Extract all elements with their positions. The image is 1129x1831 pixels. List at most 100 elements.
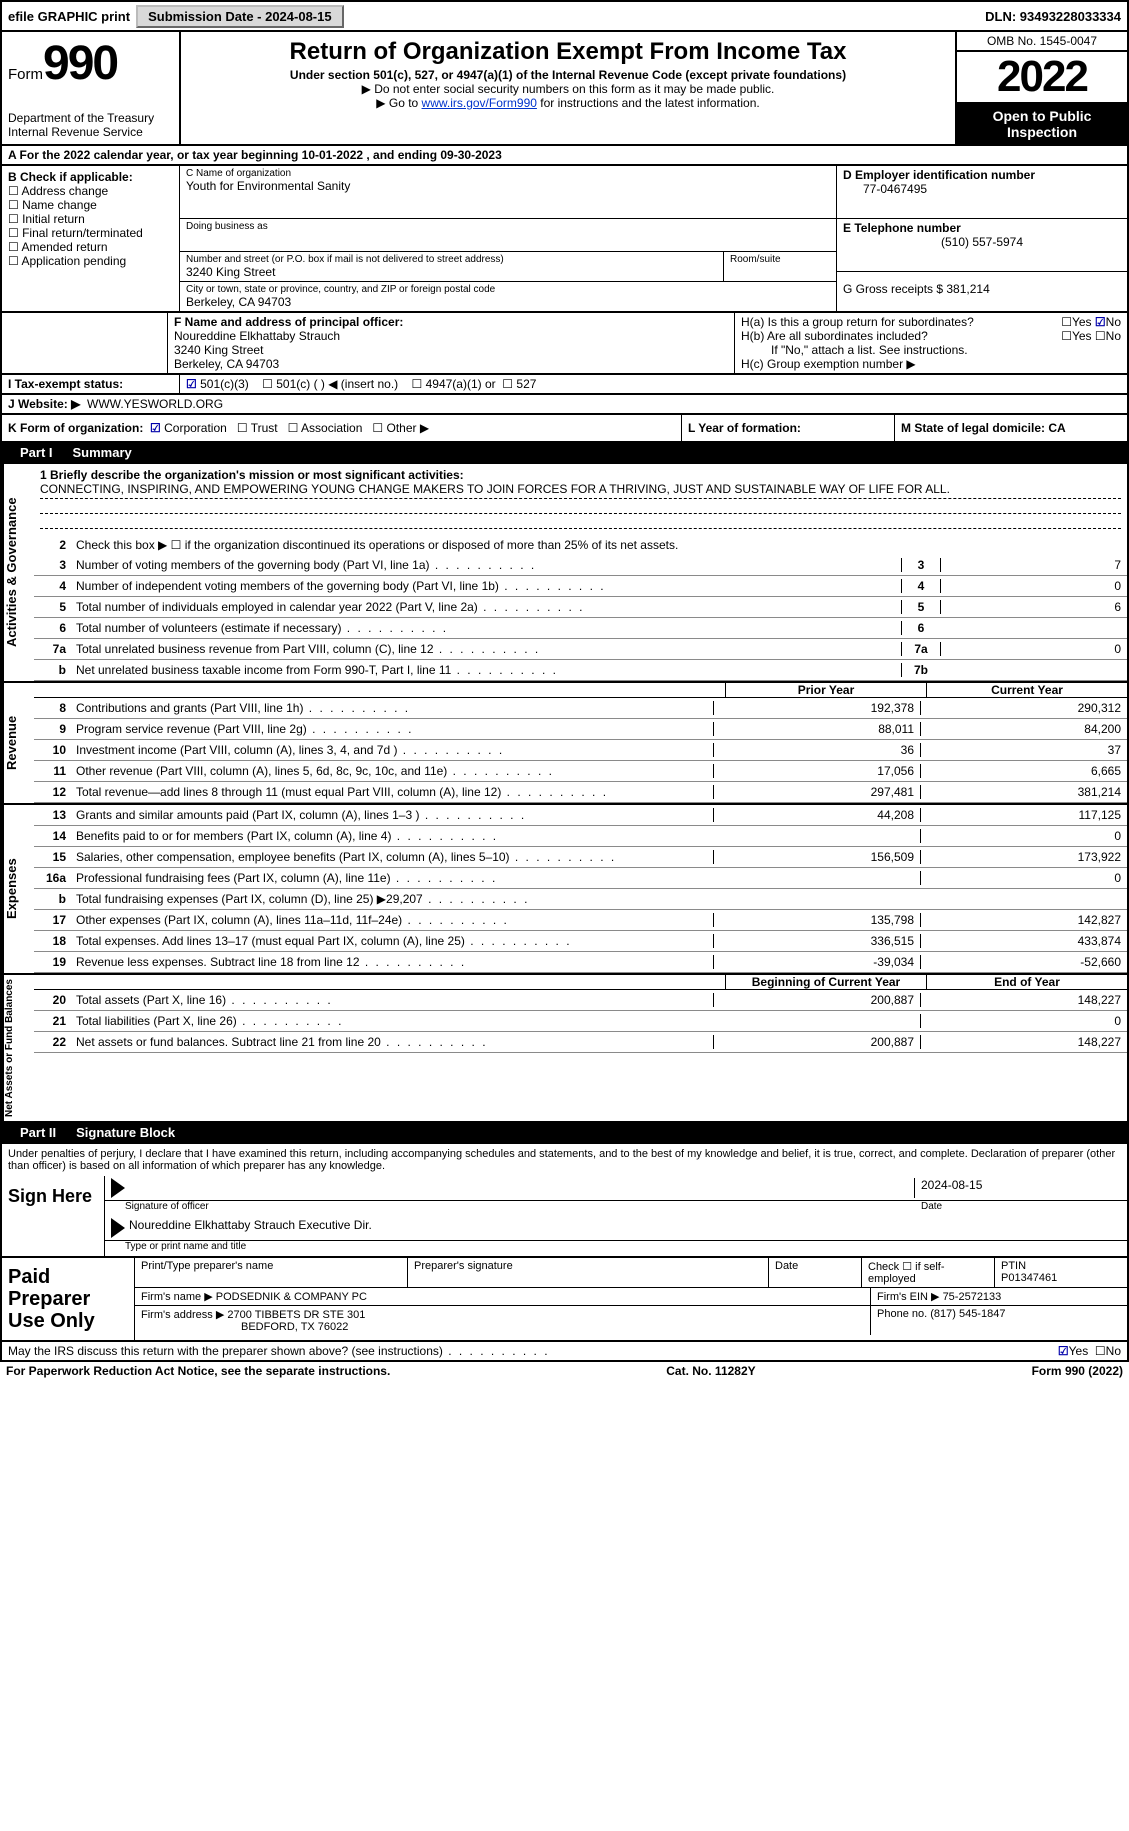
arrow-icon-2 (111, 1218, 125, 1238)
j-label: J Website: ▶ (8, 397, 80, 411)
netassets-block: Net Assets or Fund Balances Beginning of… (0, 975, 1129, 1123)
line2: Check this box ▶ ☐ if the organization d… (72, 537, 1127, 553)
col-b: B Check if applicable: Address change Na… (2, 166, 180, 311)
paid-label: Paid Preparer Use Only (2, 1258, 135, 1340)
discuss-row: May the IRS discuss this return with the… (0, 1342, 1129, 1362)
ein-label: D Employer identification number (843, 168, 1121, 182)
efile-label: efile GRAPHIC print (8, 9, 130, 24)
chk-final[interactable]: Final return/terminated (8, 226, 173, 240)
part2-header: Part IISignature Block (0, 1123, 1129, 1144)
addr-label: Number and street (or P.O. box if mail i… (186, 254, 717, 265)
omb-no: OMB No. 1545-0047 (957, 32, 1127, 52)
m-label: M State of legal domicile: CA (901, 421, 1066, 435)
paid-preparer: Paid Preparer Use Only Print/Type prepar… (0, 1258, 1129, 1342)
sig-name-lbl: Type or print name and title (105, 1241, 1127, 1256)
officer-row: F Name and address of principal officer:… (0, 313, 1129, 375)
officer-name: Noureddine Elkhattaby Strauch (174, 329, 728, 343)
dept-treasury: Department of the Treasury (8, 111, 173, 125)
chk-amended[interactable]: Amended return (8, 240, 173, 254)
tax-year: 2022 (957, 52, 1127, 104)
footer: For Paperwork Reduction Act Notice, see … (0, 1362, 1129, 1380)
website-url: WWW.YESWORLD.ORG (87, 397, 223, 411)
mission-text: CONNECTING, INSPIRING, AND EMPOWERING YO… (40, 482, 950, 496)
vtab-gov: Activities & Governance (2, 464, 34, 681)
firm-name: PODSEDNIK & COMPANY PC (216, 1291, 367, 1303)
firm-phone: (817) 545-1847 (930, 1308, 1005, 1320)
prep-h2: Preparer's signature (408, 1258, 769, 1287)
discuss-text: May the IRS discuss this return with the… (8, 1344, 550, 1358)
hc-label: H(c) Group exemption number ▶ (741, 357, 1121, 371)
chk-address[interactable]: Address change (8, 184, 173, 198)
b-title: B Check if applicable: (8, 170, 173, 184)
city-label: City or town, state or province, country… (186, 284, 830, 295)
form-subtitle: Under section 501(c), 527, or 4947(a)(1)… (187, 68, 949, 82)
city-state-zip: Berkeley, CA 94703 (186, 295, 830, 309)
sig-name: Noureddine Elkhattaby Strauch Executive … (129, 1218, 372, 1238)
form-note1: ▶ Do not enter social security numbers o… (187, 82, 949, 96)
top-bar: efile GRAPHIC print Submission Date - 20… (0, 0, 1129, 32)
expenses-block: Expenses 13Grants and similar amounts pa… (0, 805, 1129, 975)
prior-year-hdr: Prior Year (725, 683, 926, 697)
chk-initial[interactable]: Initial return (8, 212, 173, 226)
chk-name[interactable]: Name change (8, 198, 173, 212)
pra-notice: For Paperwork Reduction Act Notice, see … (6, 1364, 390, 1378)
officer-addr2: Berkeley, CA 94703 (174, 357, 728, 371)
activities-governance: Activities & Governance 1 Briefly descri… (0, 464, 1129, 683)
form-note2: ▶ Go to www.irs.gov/Form990 for instruct… (187, 96, 949, 110)
bcd-block: B Check if applicable: Address change Na… (0, 166, 1129, 313)
arrow-icon (111, 1178, 125, 1198)
vtab-na: Net Assets or Fund Balances (2, 975, 34, 1121)
form-word: Form (8, 66, 43, 83)
dln: DLN: 93493228033334 (985, 9, 1121, 24)
part1-header: Part IPart I SummarySummary (0, 443, 1129, 464)
hb-note: If "No," attach a list. See instructions… (741, 343, 1121, 357)
c-name-label: C Name of organization (186, 168, 830, 179)
k-row: K Form of organization: ☑ Corporation ☐ … (0, 415, 1129, 443)
cat-no: Cat. No. 11282Y (666, 1364, 755, 1378)
prep-h3: Date (769, 1258, 862, 1287)
form-title: Return of Organization Exempt From Incom… (187, 38, 949, 66)
l-label: L Year of formation: (688, 421, 801, 435)
beg-year-hdr: Beginning of Current Year (725, 975, 926, 989)
revenue-block: Revenue Prior YearCurrent Year 8Contribu… (0, 683, 1129, 805)
dba-label: Doing business as (186, 221, 830, 232)
sign-here: Sign Here (2, 1176, 105, 1256)
irs-link[interactable]: www.irs.gov/Form990 (422, 96, 537, 110)
sig-date-lbl: Date (921, 1201, 1121, 1212)
open-public: Open to Public Inspection (957, 104, 1127, 144)
street-address: 3240 King Street (186, 265, 717, 279)
form-number: 990 (43, 37, 117, 90)
tel-label: E Telephone number (843, 221, 1121, 235)
firm-ein: 75-2572133 (943, 1291, 1002, 1303)
sig-date: 2024-08-15 (914, 1178, 1121, 1198)
prep-h4: Check ☐ if self-employed (862, 1258, 995, 1287)
submission-date-btn[interactable]: Submission Date - 2024-08-15 (136, 5, 344, 28)
org-name: Youth for Environmental Sanity (186, 179, 830, 193)
hb-label: H(b) Are all subordinates included? (741, 329, 1061, 343)
chk-pending[interactable]: ☐ Application pending (8, 254, 173, 268)
firm-addr2: BEDFORD, TX 76022 (141, 1321, 348, 1333)
gross-receipts: G Gross receipts $ 381,214 (843, 282, 1121, 296)
i-label: I Tax-exempt status: (8, 377, 123, 391)
officer-addr1: 3240 King Street (174, 343, 728, 357)
col-d: D Employer identification number 77-0467… (837, 166, 1127, 311)
mission-label: 1 Briefly describe the organization's mi… (40, 468, 464, 482)
room-label: Room/suite (730, 254, 830, 265)
ptin: P01347461 (1001, 1272, 1057, 1284)
ha-label: H(a) Is this a group return for subordin… (741, 315, 1061, 329)
prep-h1: Print/Type preparer's name (135, 1258, 408, 1287)
telephone: (510) 557-5974 (843, 235, 1121, 249)
vtab-rev: Revenue (2, 683, 34, 803)
f-label: F Name and address of principal officer: (174, 315, 728, 329)
line-a: A For the 2022 calendar year, or tax yea… (0, 146, 1129, 166)
website-row: J Website: ▶ WWW.YESWORLD.ORG (0, 395, 1129, 415)
irs: Internal Revenue Service (8, 125, 173, 139)
tax-status: I Tax-exempt status: ☑ 501(c)(3) ☐ 501(c… (0, 375, 1129, 395)
ein: 77-0467495 (843, 182, 1121, 196)
col-c: C Name of organization Youth for Environ… (180, 166, 837, 311)
signature-block: Under penalties of perjury, I declare th… (0, 1144, 1129, 1258)
curr-year-hdr: Current Year (926, 683, 1127, 697)
end-year-hdr: End of Year (926, 975, 1127, 989)
sig-officer-lbl: Signature of officer (125, 1201, 921, 1212)
form-header: Form990 Department of the Treasury Inter… (0, 32, 1129, 146)
